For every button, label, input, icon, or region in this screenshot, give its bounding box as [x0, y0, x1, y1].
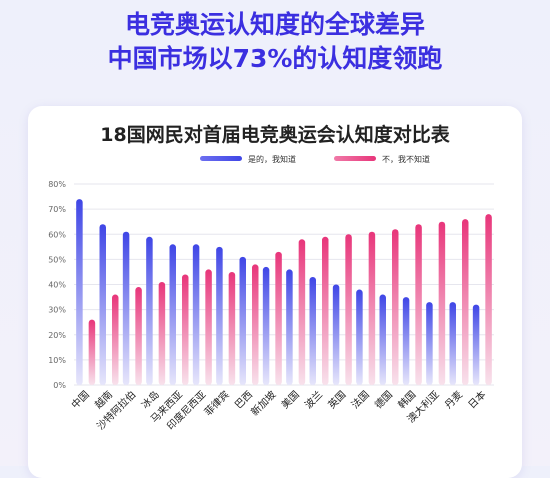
bar-no — [345, 234, 352, 385]
bar-no — [415, 224, 422, 385]
bar-yes — [356, 289, 363, 385]
bar-no — [392, 229, 399, 385]
bar-yes — [216, 246, 223, 385]
y-tick-label: 20% — [48, 331, 66, 340]
y-tick-label: 70% — [48, 205, 66, 214]
x-tick-label: 德国 — [372, 388, 395, 411]
bar-no — [112, 294, 119, 385]
bar-no — [135, 287, 142, 385]
bar-yes — [192, 244, 200, 385]
bar-no — [368, 231, 376, 385]
chart-title: 18国网民对首届电竞奥运会认知度对比表 — [100, 124, 450, 146]
bar-yes — [286, 269, 293, 385]
y-tick-label: 30% — [48, 306, 66, 315]
bar-no — [275, 251, 282, 385]
y-tick-label: 10% — [48, 356, 66, 365]
y-tick-label: 50% — [48, 255, 66, 264]
y-tick-label: 80% — [48, 180, 66, 189]
chart-card: 18国网民对首届电竞奥运会认知度对比表 0% 10% 20% 30% 40% 50% 60%… — [28, 106, 522, 478]
bar-no — [485, 214, 492, 385]
bar-yes — [332, 284, 340, 385]
bar-yes — [99, 224, 106, 385]
x-tick-label: 丹麦 — [442, 389, 465, 412]
headline-line-1: 电竞奥运认知度的全球差异 — [124, 10, 425, 39]
bar-no — [228, 271, 236, 385]
legend-label-yes: 是的，我知道 — [248, 154, 296, 164]
bar-yes — [262, 266, 270, 385]
x-tick-label: 波兰 — [302, 388, 325, 411]
bar-yes — [309, 276, 316, 385]
bar-yes — [426, 302, 433, 385]
bar-yes — [122, 231, 130, 385]
bar-no — [252, 264, 259, 385]
x-tick-label: 日本 — [465, 388, 488, 411]
headline-line-2: 中国市场以73%的认知度领跑 — [107, 44, 443, 73]
x-tick-label: 英国 — [325, 388, 348, 411]
bar-yes — [402, 297, 410, 385]
bar-yes — [76, 199, 83, 385]
x-tick-label: 美国 — [278, 388, 301, 411]
bar-yes — [379, 294, 386, 385]
bar-no — [438, 221, 446, 385]
bar-no — [322, 236, 329, 385]
bar-yes — [472, 304, 480, 385]
x-tick-label: 菲律宾 — [201, 388, 231, 418]
y-tick-label: 40% — [48, 281, 66, 290]
y-tick-label: 60% — [48, 230, 66, 239]
bar-yes — [239, 256, 246, 385]
bar-no — [298, 239, 306, 385]
x-tick-label: 中国 — [68, 388, 91, 411]
legend-swatch-yes — [200, 156, 242, 161]
bar-yes — [169, 244, 176, 385]
x-tick-label: 法国 — [348, 388, 371, 411]
bar-yes — [146, 236, 153, 385]
bar-yes — [449, 302, 456, 385]
bar-no — [462, 219, 469, 385]
bar-no — [88, 319, 96, 385]
bar-no — [182, 274, 189, 385]
y-tick-label: 0% — [53, 381, 66, 390]
bar-no — [205, 269, 212, 385]
bar-no — [158, 281, 166, 385]
legend: 是的，我知道 不，我不知道 — [200, 154, 430, 164]
x-tick-label: 新加坡 — [248, 388, 278, 418]
legend-label-no: 不，我不知道 — [382, 154, 430, 164]
legend-swatch-no — [334, 156, 376, 161]
